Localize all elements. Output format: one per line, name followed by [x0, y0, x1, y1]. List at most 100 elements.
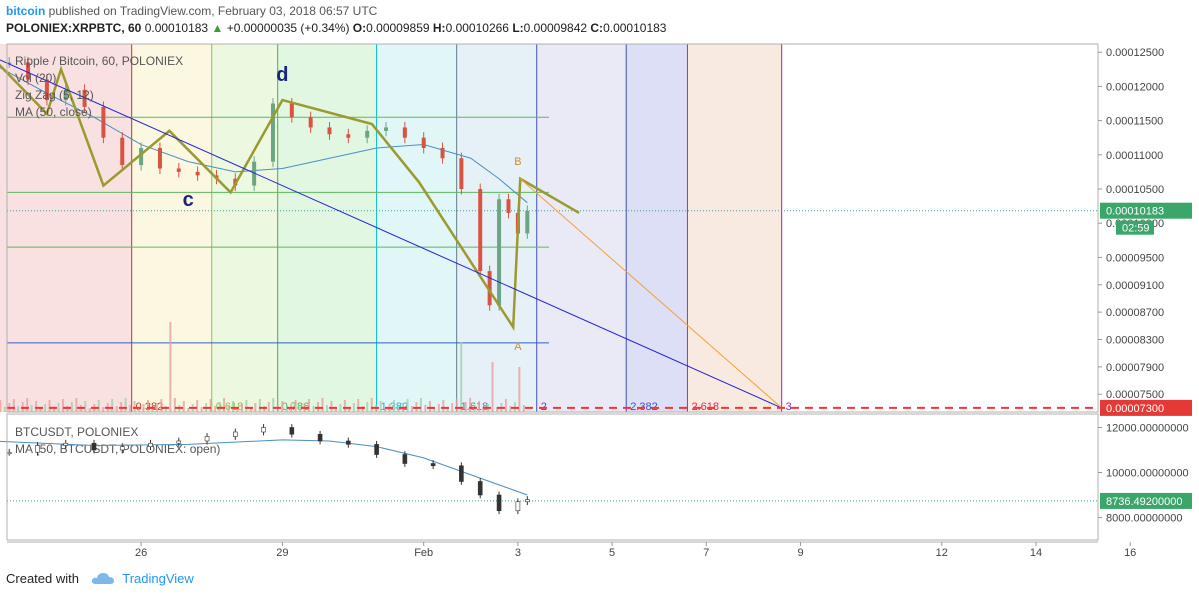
btc-candle [119, 446, 125, 451]
price-candle [421, 137, 426, 148]
sub-pane-frame [6, 413, 1099, 541]
volume-bar [263, 406, 266, 412]
high-value: 0.00010266 [445, 21, 509, 35]
volume-bar [478, 401, 481, 412]
price-candle [289, 103, 294, 118]
volume-bar [518, 367, 521, 412]
volume-bar [187, 408, 190, 412]
volume-bar [249, 407, 252, 412]
high-key: H: [432, 21, 446, 35]
volume-bar [169, 322, 172, 412]
y-tick-label: 0.00009100 [1106, 280, 1164, 292]
volume-bar [245, 400, 248, 412]
main-legend-entry: Vol (20) [15, 71, 56, 85]
volume-bar [437, 404, 440, 412]
volume-bar [0, 400, 2, 412]
btc-candle [91, 442, 97, 451]
y-tick-label: 0.00008700 [1106, 307, 1164, 319]
fib-zone-band [131, 44, 212, 412]
volume-bar [196, 400, 199, 412]
volume-bar [173, 398, 176, 412]
volume-bar [379, 401, 382, 412]
x-tick-label: 29 [276, 547, 288, 559]
btc-candle [515, 501, 521, 512]
volume-bar [330, 401, 333, 412]
x-tick-label: 3 [515, 547, 521, 559]
btc-candle [289, 427, 295, 435]
main-legend-entry: Ripple / Bitcoin, 60, POLONIEX [15, 54, 183, 68]
price-candle [195, 171, 200, 176]
fib-time-label: 2.618 [691, 401, 719, 413]
volume-bar [57, 403, 60, 412]
fib-zone-band [376, 44, 457, 412]
fib-zone-band [456, 44, 537, 412]
volume-bar [522, 405, 525, 412]
open-value: 0.00009859 [366, 21, 430, 35]
volume-bar [299, 407, 302, 412]
volume-bar [509, 406, 512, 412]
price-candle [157, 147, 162, 169]
volume-bar [460, 342, 463, 412]
tradingview-logo-icon[interactable] [91, 571, 115, 588]
sub-legend-entry: BTCUSDT, POLONIEX [15, 425, 138, 439]
btc-candle [204, 436, 210, 442]
fib-zone-band [626, 44, 688, 412]
open-key: O: [352, 21, 367, 35]
publish-text: published on TradingView.com, February 0… [48, 4, 378, 18]
volume-bar [267, 402, 270, 412]
volume-bar [393, 400, 396, 412]
volume-bar [294, 400, 297, 412]
volume-bar [361, 406, 364, 412]
target-price-tag: 0.00007300 [1106, 403, 1164, 415]
price-candle [440, 147, 445, 159]
price-candle [525, 210, 530, 234]
last-price-tag: 0.00010183 [1106, 206, 1164, 218]
volume-bar [504, 399, 507, 412]
btc-candle [63, 442, 69, 446]
fib-zone-band [687, 44, 782, 412]
sub-y-tick-label: 10000.00000000 [1106, 468, 1189, 480]
volume-bar [370, 398, 373, 412]
y-tick-label: 0.00009500 [1106, 252, 1164, 264]
x-tick-label: 16 [1124, 547, 1136, 559]
y-tick-label: 0.00011500 [1106, 116, 1163, 128]
main-legend-entry: Zig Zag (5, 12) [15, 88, 94, 102]
x-tick-label: 14 [1030, 547, 1042, 559]
volume-bar [424, 405, 427, 412]
y-tick-label: 0.00011000 [1106, 150, 1163, 162]
volume-bar [397, 407, 400, 412]
fib-zone-band [211, 44, 278, 412]
volume-bar [102, 407, 105, 412]
price-candle [63, 89, 68, 101]
volume-bar [491, 362, 494, 412]
volume-bar [70, 402, 73, 412]
volume-bar [384, 408, 387, 412]
price-candle [346, 134, 351, 138]
price-candle [487, 271, 492, 306]
volume-bar [495, 407, 498, 412]
trend-fan-line [519, 178, 782, 409]
fib-time-label: 3 [786, 401, 792, 413]
main-pane-frame [6, 43, 1099, 413]
up-arrow-icon: ▲ [211, 21, 224, 35]
volume-bar [272, 398, 275, 412]
last-price-tag-box [1100, 202, 1192, 219]
volume-bar [433, 408, 436, 412]
wave-label: A [514, 341, 522, 353]
btc-last-price-tag-box [1100, 492, 1192, 509]
price-candle [26, 62, 31, 80]
author-link[interactable]: bitcoin [6, 4, 46, 18]
volume-bar [446, 407, 449, 412]
volume-bar [451, 403, 454, 412]
price-candle [44, 79, 49, 101]
btc-candle [459, 465, 464, 482]
quote-line: POLONIEX:XRPBTC, 60 0.00010183 ▲ +0.0000… [6, 21, 666, 35]
volume-bar [343, 400, 346, 412]
volume-bar [151, 407, 154, 412]
volume-bar [12, 399, 15, 412]
tradingview-link[interactable]: TradingView [122, 571, 194, 586]
trend-fan-line [0, 59, 782, 409]
btc-candle [477, 481, 483, 496]
volume-bar [240, 404, 243, 412]
